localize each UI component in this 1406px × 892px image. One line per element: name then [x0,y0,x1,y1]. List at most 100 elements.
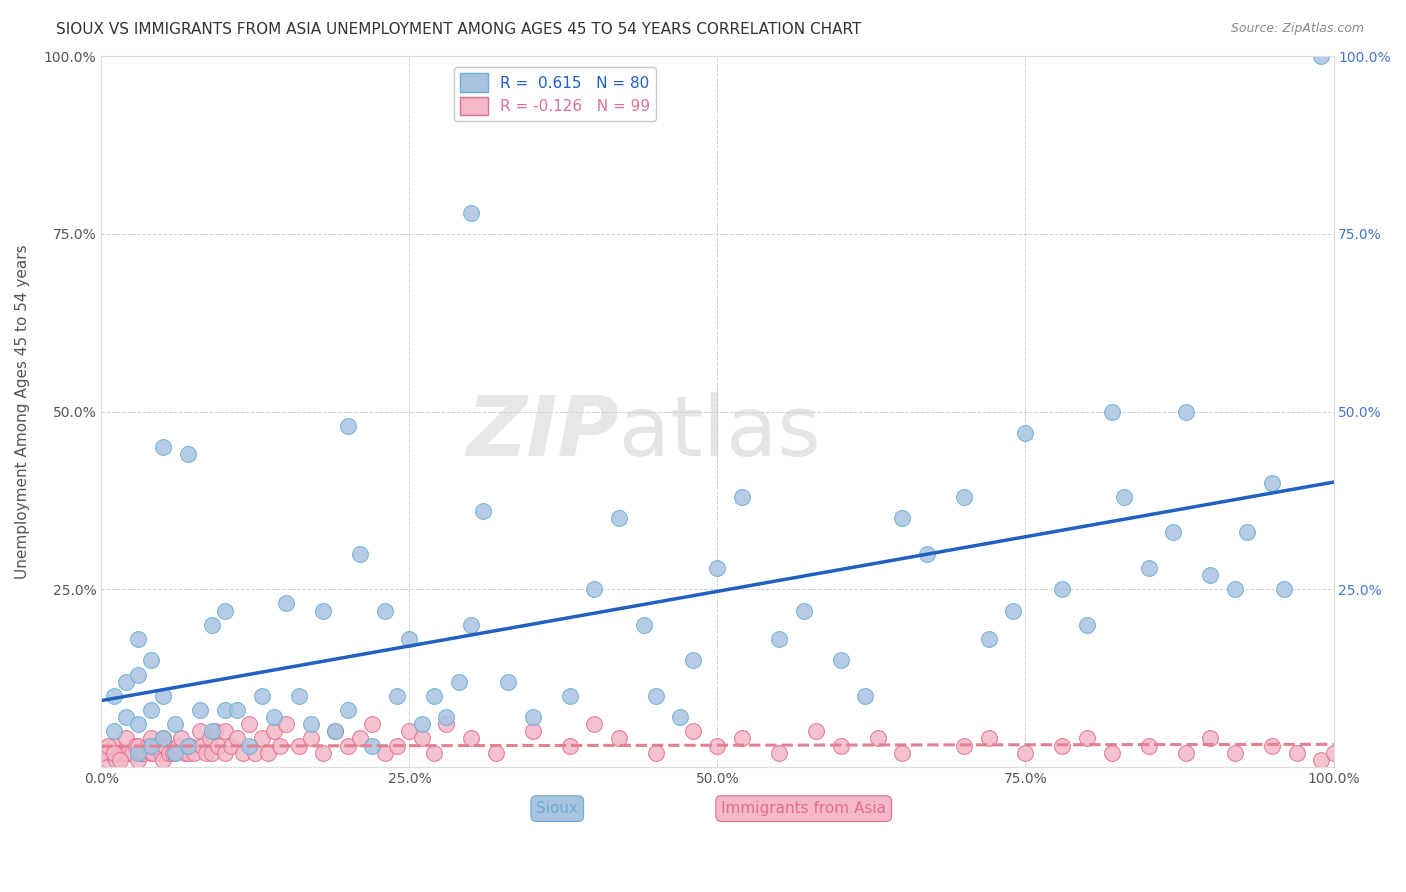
Point [1223,582,1246,597]
Point [731,490,754,504]
Point [977,632,1000,646]
Text: atlas: atlas [619,392,821,474]
Point [100,746,122,760]
Point [276,717,298,731]
Point [953,490,976,504]
Point [361,717,384,731]
Point [1261,739,1284,753]
Point [804,724,827,739]
Point [174,746,197,760]
Point [287,689,309,703]
Point [166,739,188,753]
Point [374,746,396,760]
Point [423,746,446,760]
Point [90,746,112,760]
Point [1310,753,1333,767]
Point [191,739,214,753]
Point [1076,617,1098,632]
Point [287,739,309,753]
Point [238,717,260,731]
Point [336,703,359,717]
Point [411,731,433,746]
Point [103,724,125,739]
Point [853,689,876,703]
Point [434,710,457,724]
Point [325,724,347,739]
Point [1052,582,1074,597]
Point [644,689,666,703]
Point [1112,490,1135,504]
Point [103,739,125,753]
Point [706,561,728,575]
Point [1310,49,1333,63]
Text: Source: ZipAtlas.com: Source: ZipAtlas.com [1230,22,1364,36]
Point [165,746,187,760]
Point [263,710,285,724]
Point [263,724,285,739]
Point [915,547,938,561]
Point [152,731,174,746]
Point [731,731,754,746]
Point [183,746,205,760]
Point [219,739,242,753]
Point [299,717,322,731]
Point [312,746,335,760]
Point [245,746,267,760]
Point [152,440,174,454]
Point [1199,731,1222,746]
Point [485,746,508,760]
Point [336,418,359,433]
Text: Immigrants from Asia: Immigrants from Asia [721,801,886,816]
Point [472,504,495,518]
Point [250,689,273,703]
Point [139,703,162,717]
Point [127,746,149,760]
Point [179,739,201,753]
Point [201,746,224,760]
Y-axis label: Unemployment Among Ages 45 to 54 years: Unemployment Among Ages 45 to 54 years [15,244,30,579]
Point [793,603,815,617]
Point [299,731,322,746]
Point [108,746,131,760]
Point [325,724,347,739]
Point [214,724,236,739]
Point [1199,568,1222,582]
Point [115,746,138,760]
Point [385,689,408,703]
Point [583,717,606,731]
Point [139,739,162,753]
Point [256,746,278,760]
Text: SIOUX VS IMMIGRANTS FROM ASIA UNEMPLOYMENT AMONG AGES 45 TO 54 YEARS CORRELATION: SIOUX VS IMMIGRANTS FROM ASIA UNEMPLOYME… [56,22,862,37]
Point [1101,746,1123,760]
Point [682,653,704,667]
Point [157,746,180,760]
Point [152,753,174,767]
Point [1101,404,1123,418]
Point [891,746,914,760]
Point [361,739,384,753]
Point [139,731,162,746]
Point [423,689,446,703]
Point [129,746,152,760]
Point [214,603,236,617]
Point [830,653,852,667]
Point [496,674,519,689]
Point [1223,746,1246,760]
Point [96,739,118,753]
Point [1163,525,1185,540]
Point [188,703,211,717]
Point [312,603,335,617]
Legend: R =  0.615   N = 80, R = -0.126   N = 99: R = 0.615 N = 80, R = -0.126 N = 99 [454,68,657,121]
Point [460,205,482,219]
Point [336,739,359,753]
Point [460,731,482,746]
Point [214,746,236,760]
Point [411,717,433,731]
Point [558,689,581,703]
Point [349,547,371,561]
Point [165,717,187,731]
Point [225,703,247,717]
Point [225,731,247,746]
Point [127,717,149,731]
Point [176,739,198,753]
